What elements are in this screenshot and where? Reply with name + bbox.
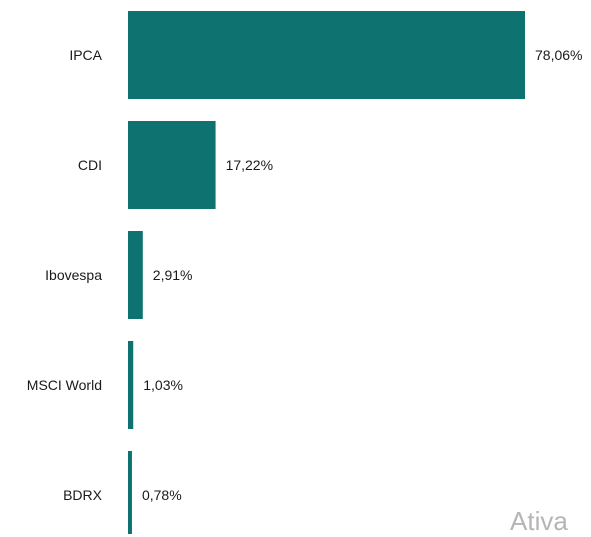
category-label: BDRX	[63, 487, 103, 503]
value-label: 17,22%	[226, 157, 273, 173]
value-label: 1,03%	[143, 377, 183, 393]
bar-bdrx	[128, 451, 132, 534]
category-label: Ibovespa	[45, 267, 102, 283]
bar-ibovespa	[128, 231, 143, 319]
value-label: 0,78%	[142, 487, 182, 503]
category-label: CDI	[78, 157, 102, 173]
value-label: 78,06%	[535, 47, 582, 63]
category-label: IPCA	[69, 47, 102, 63]
bar-cdi	[128, 121, 216, 209]
watermark-text: Ativa	[510, 506, 568, 536]
bar-ipca	[128, 11, 525, 99]
category-label: MSCI World	[27, 377, 102, 393]
value-label: 2,91%	[153, 267, 193, 283]
bar-msci-world	[128, 341, 134, 429]
